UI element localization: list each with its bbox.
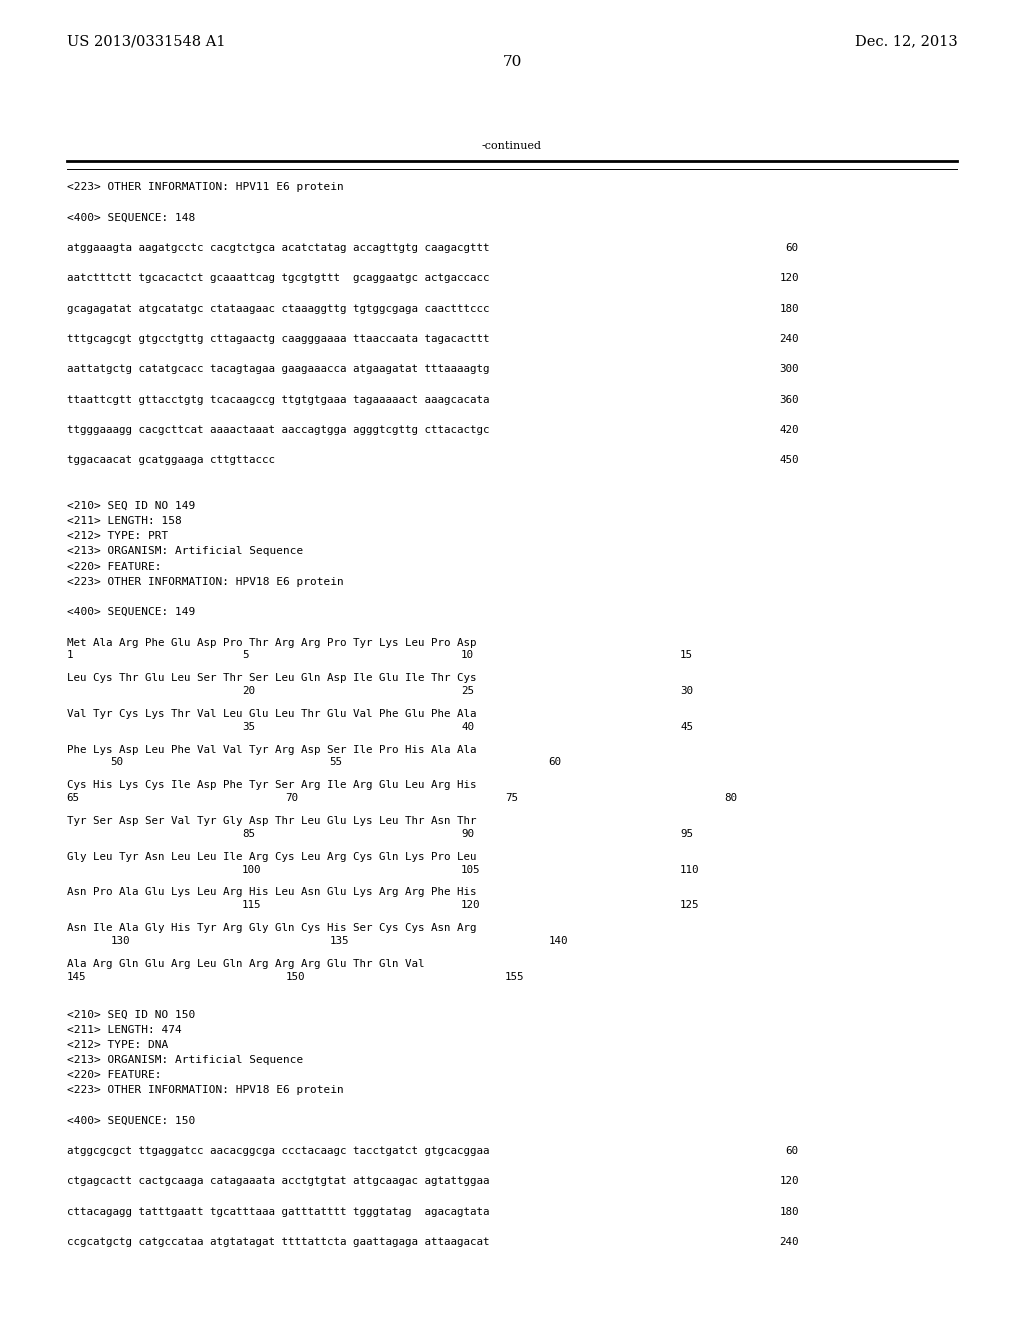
- Text: Phe Lys Asp Leu Phe Val Val Tyr Arg Asp Ser Ile Pro His Ala Ala: Phe Lys Asp Leu Phe Val Val Tyr Arg Asp …: [67, 744, 476, 755]
- Text: <212> TYPE: DNA: <212> TYPE: DNA: [67, 1040, 168, 1049]
- Text: 150: 150: [286, 972, 305, 982]
- Text: <220> FEATURE:: <220> FEATURE:: [67, 561, 161, 572]
- Text: 125: 125: [680, 900, 699, 911]
- Text: Dec. 12, 2013: Dec. 12, 2013: [855, 34, 957, 49]
- Text: 5: 5: [242, 651, 249, 660]
- Text: <210> SEQ ID NO 150: <210> SEQ ID NO 150: [67, 1010, 195, 1019]
- Text: 115: 115: [242, 900, 261, 911]
- Text: ccgcatgctg catgccataa atgtatagat ttttattcta gaattagaga attaagacat: ccgcatgctg catgccataa atgtatagat ttttatt…: [67, 1237, 489, 1247]
- Text: 360: 360: [779, 395, 799, 405]
- Text: Ala Arg Gln Glu Arg Leu Gln Arg Arg Arg Glu Thr Gln Val: Ala Arg Gln Glu Arg Leu Gln Arg Arg Arg …: [67, 958, 424, 969]
- Text: 40: 40: [461, 722, 474, 731]
- Text: <223> OTHER INFORMATION: HPV11 E6 protein: <223> OTHER INFORMATION: HPV11 E6 protei…: [67, 182, 343, 193]
- Text: 180: 180: [779, 304, 799, 314]
- Text: <213> ORGANISM: Artificial Sequence: <213> ORGANISM: Artificial Sequence: [67, 1055, 303, 1065]
- Text: 20: 20: [242, 686, 255, 696]
- Text: 110: 110: [680, 865, 699, 875]
- Text: 80: 80: [724, 793, 737, 803]
- Text: atggcgcgct ttgaggatcc aacacggcga ccctacaagc tacctgatct gtgcacggaa: atggcgcgct ttgaggatcc aacacggcga ccctaca…: [67, 1146, 489, 1156]
- Text: -continued: -continued: [482, 141, 542, 152]
- Text: Val Tyr Cys Lys Thr Val Leu Glu Leu Thr Glu Val Phe Glu Phe Ala: Val Tyr Cys Lys Thr Val Leu Glu Leu Thr …: [67, 709, 476, 719]
- Text: 75: 75: [505, 793, 518, 803]
- Text: <223> OTHER INFORMATION: HPV18 E6 protein: <223> OTHER INFORMATION: HPV18 E6 protei…: [67, 1085, 343, 1096]
- Text: 95: 95: [680, 829, 693, 838]
- Text: <213> ORGANISM: Artificial Sequence: <213> ORGANISM: Artificial Sequence: [67, 546, 303, 557]
- Text: 55: 55: [330, 758, 342, 767]
- Text: 240: 240: [779, 334, 799, 345]
- Text: 10: 10: [461, 651, 474, 660]
- Text: <211> LENGTH: 474: <211> LENGTH: 474: [67, 1024, 181, 1035]
- Text: 50: 50: [111, 758, 123, 767]
- Text: Gly Leu Tyr Asn Leu Leu Ile Arg Cys Leu Arg Cys Gln Lys Pro Leu: Gly Leu Tyr Asn Leu Leu Ile Arg Cys Leu …: [67, 851, 476, 862]
- Text: Asn Pro Ala Glu Lys Leu Arg His Leu Asn Glu Lys Arg Arg Phe His: Asn Pro Ala Glu Lys Leu Arg His Leu Asn …: [67, 887, 476, 898]
- Text: ttaattcgtt gttacctgtg tcacaagccg ttgtgtgaaa tagaaaaact aaagcacata: ttaattcgtt gttacctgtg tcacaagccg ttgtgtg…: [67, 395, 489, 405]
- Text: ctgagcactt cactgcaaga catagaaata acctgtgtat attgcaagac agtattggaa: ctgagcactt cactgcaaga catagaaata acctgtg…: [67, 1176, 489, 1187]
- Text: cttacagagg tatttgaatt tgcatttaaa gatttatttt tgggtatag  agacagtata: cttacagagg tatttgaatt tgcatttaaa gatttat…: [67, 1206, 489, 1217]
- Text: 65: 65: [67, 793, 80, 803]
- Text: <220> FEATURE:: <220> FEATURE:: [67, 1071, 161, 1080]
- Text: 180: 180: [779, 1206, 799, 1217]
- Text: Tyr Ser Asp Ser Val Tyr Gly Asp Thr Leu Glu Lys Leu Thr Asn Thr: Tyr Ser Asp Ser Val Tyr Gly Asp Thr Leu …: [67, 816, 476, 826]
- Text: <223> OTHER INFORMATION: HPV18 E6 protein: <223> OTHER INFORMATION: HPV18 E6 protei…: [67, 577, 343, 587]
- Text: 120: 120: [779, 1176, 799, 1187]
- Text: 120: 120: [779, 273, 799, 284]
- Text: 140: 140: [549, 936, 568, 946]
- Text: Leu Cys Thr Glu Leu Ser Thr Ser Leu Gln Asp Ile Glu Ile Thr Cys: Leu Cys Thr Glu Leu Ser Thr Ser Leu Gln …: [67, 673, 476, 684]
- Text: 15: 15: [680, 651, 693, 660]
- Text: <211> LENGTH: 158: <211> LENGTH: 158: [67, 516, 181, 527]
- Text: 420: 420: [779, 425, 799, 436]
- Text: atggaaagta aagatgcctc cacgtctgca acatctatag accagttgtg caagacgttt: atggaaagta aagatgcctc cacgtctgca acatcta…: [67, 243, 489, 253]
- Text: Asn Ile Ala Gly His Tyr Arg Gly Gln Cys His Ser Cys Cys Asn Arg: Asn Ile Ala Gly His Tyr Arg Gly Gln Cys …: [67, 923, 476, 933]
- Text: 155: 155: [505, 972, 524, 982]
- Text: 60: 60: [785, 1146, 799, 1156]
- Text: 1: 1: [67, 651, 73, 660]
- Text: <212> TYPE: PRT: <212> TYPE: PRT: [67, 531, 168, 541]
- Text: 450: 450: [779, 455, 799, 466]
- Text: 30: 30: [680, 686, 693, 696]
- Text: <400> SEQUENCE: 150: <400> SEQUENCE: 150: [67, 1115, 195, 1126]
- Text: tggacaacat gcatggaaga cttgttaccc: tggacaacat gcatggaaga cttgttaccc: [67, 455, 274, 466]
- Text: <210> SEQ ID NO 149: <210> SEQ ID NO 149: [67, 500, 195, 511]
- Text: tttgcagcgt gtgcctgttg cttagaactg caagggaaaa ttaaccaata tagacacttt: tttgcagcgt gtgcctgttg cttagaactg caaggga…: [67, 334, 489, 345]
- Text: 105: 105: [461, 865, 480, 875]
- Text: 60: 60: [549, 758, 561, 767]
- Text: US 2013/0331548 A1: US 2013/0331548 A1: [67, 34, 225, 49]
- Text: 120: 120: [461, 900, 480, 911]
- Text: aatctttctt tgcacactct gcaaattcag tgcgtgttt  gcaggaatgc actgaccacc: aatctttctt tgcacactct gcaaattcag tgcgtgt…: [67, 273, 489, 284]
- Text: <400> SEQUENCE: 148: <400> SEQUENCE: 148: [67, 213, 195, 223]
- Text: 145: 145: [67, 972, 86, 982]
- Text: 35: 35: [242, 722, 255, 731]
- Text: 70: 70: [503, 55, 521, 70]
- Text: 70: 70: [286, 793, 299, 803]
- Text: 300: 300: [779, 364, 799, 375]
- Text: 90: 90: [461, 829, 474, 838]
- Text: 60: 60: [785, 243, 799, 253]
- Text: 25: 25: [461, 686, 474, 696]
- Text: Met Ala Arg Phe Glu Asp Pro Thr Arg Arg Pro Tyr Lys Leu Pro Asp: Met Ala Arg Phe Glu Asp Pro Thr Arg Arg …: [67, 638, 476, 648]
- Text: gcagagatat atgcatatgc ctataagaac ctaaaggttg tgtggcgaga caactttccc: gcagagatat atgcatatgc ctataagaac ctaaagg…: [67, 304, 489, 314]
- Text: 100: 100: [242, 865, 261, 875]
- Text: 45: 45: [680, 722, 693, 731]
- Text: 130: 130: [111, 936, 130, 946]
- Text: 135: 135: [330, 936, 349, 946]
- Text: 85: 85: [242, 829, 255, 838]
- Text: Cys His Lys Cys Ile Asp Phe Tyr Ser Arg Ile Arg Glu Leu Arg His: Cys His Lys Cys Ile Asp Phe Tyr Ser Arg …: [67, 780, 476, 791]
- Text: 240: 240: [779, 1237, 799, 1247]
- Text: ttgggaaagg cacgcttcat aaaactaaat aaccagtgga agggtcgttg cttacactgc: ttgggaaagg cacgcttcat aaaactaaat aaccagt…: [67, 425, 489, 436]
- Text: <400> SEQUENCE: 149: <400> SEQUENCE: 149: [67, 607, 195, 618]
- Text: aattatgctg catatgcacc tacagtagaa gaagaaacca atgaagatat tttaaaagtg: aattatgctg catatgcacc tacagtagaa gaagaaa…: [67, 364, 489, 375]
